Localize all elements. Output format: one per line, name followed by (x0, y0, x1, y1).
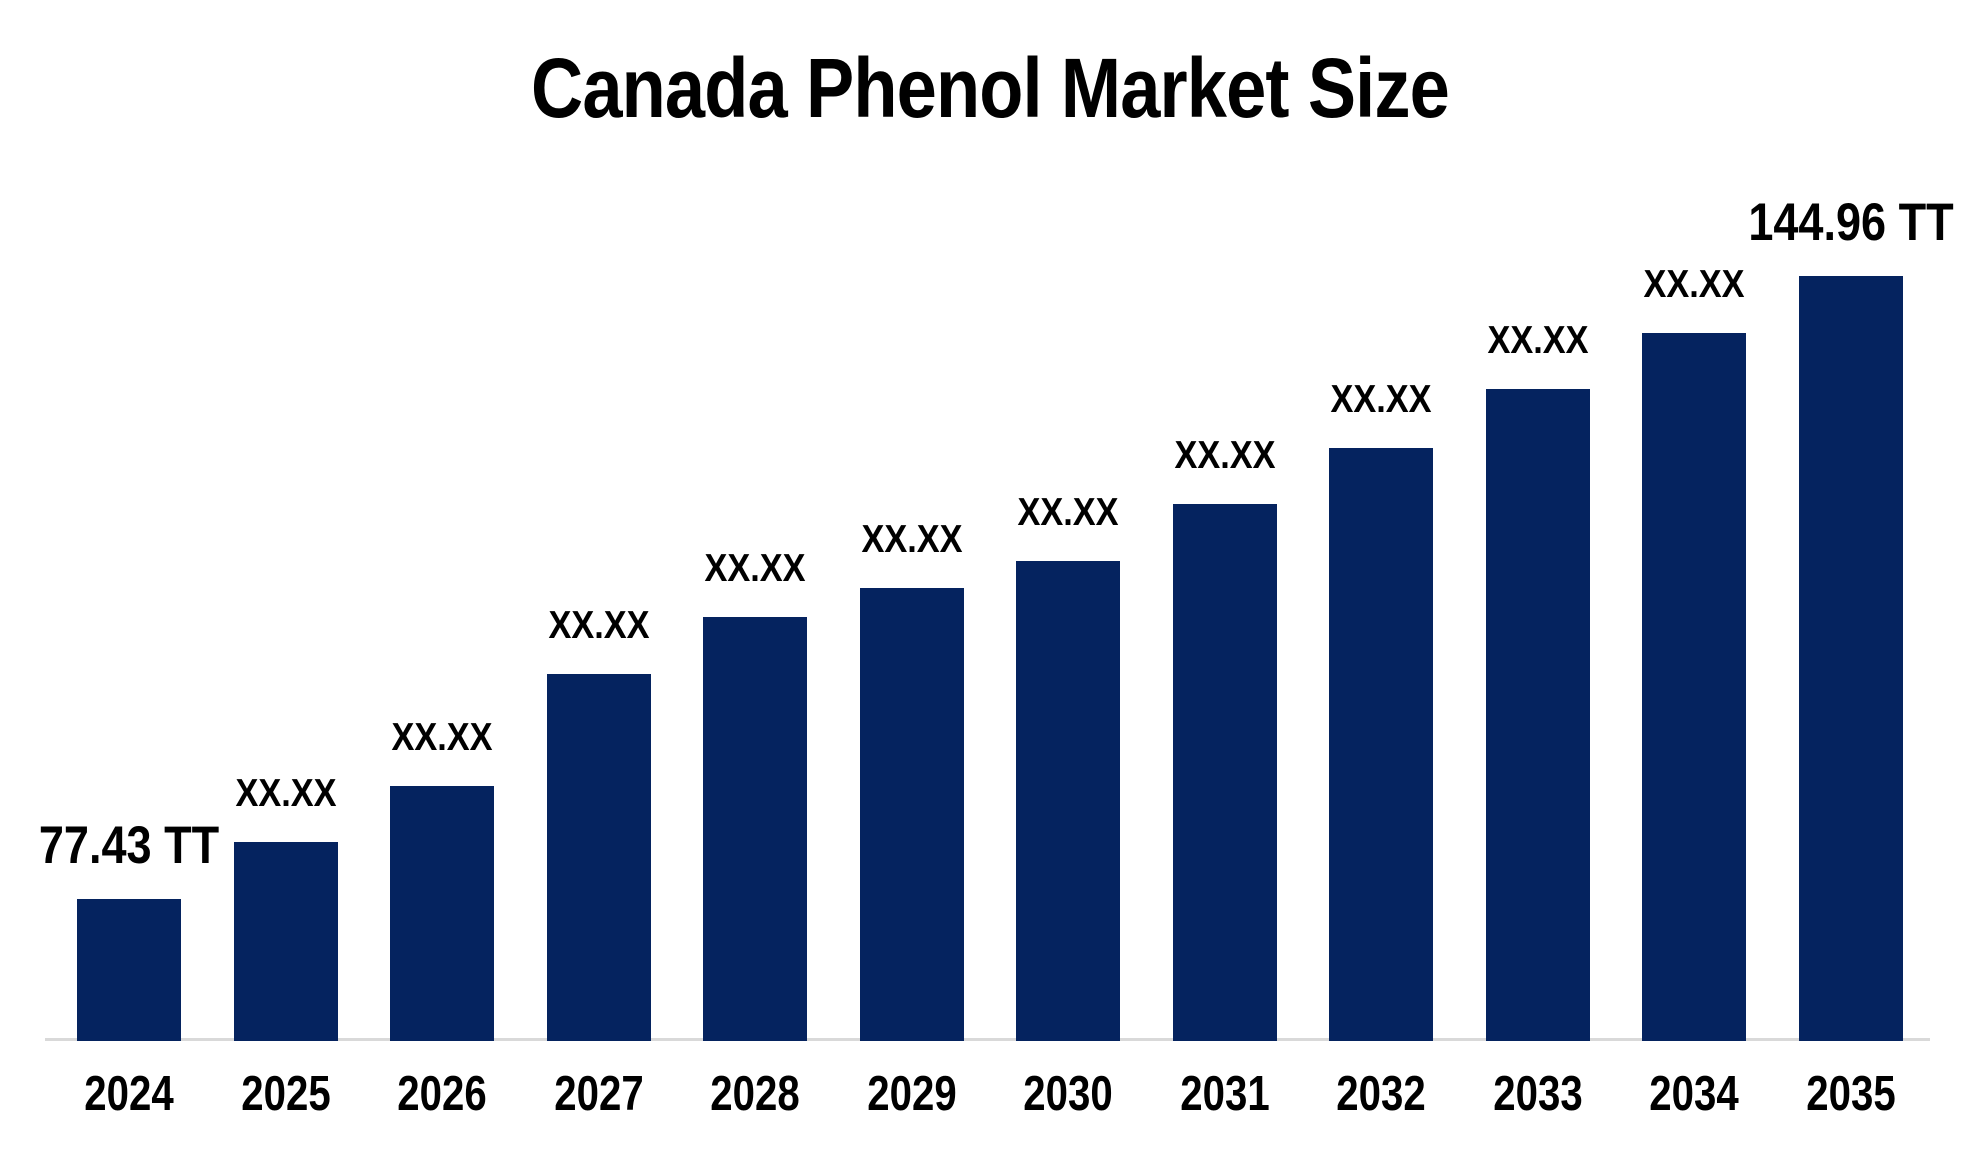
value-label-2026: XX.XX (391, 716, 493, 759)
value-label-2035: 144.96 TT (1747, 193, 1954, 252)
bar-2025 (233, 842, 338, 1041)
x-tick-2024: 2024 (84, 1067, 174, 1121)
x-tick-2034: 2034 (1649, 1067, 1739, 1121)
x-tick-2032: 2032 (1336, 1067, 1426, 1121)
value-label-2031: XX.XX (1173, 434, 1276, 477)
bar-2035 (1798, 276, 1903, 1041)
bar-2027 (546, 674, 651, 1041)
x-tick-2027: 2027 (553, 1067, 644, 1121)
chart-title: Canada Phenol Market Size (531, 41, 1450, 135)
bar-2033 (1485, 389, 1590, 1041)
bar-2029 (859, 588, 964, 1041)
value-label-2032: XX.XX (1330, 378, 1432, 421)
x-tick-2026: 2026 (397, 1067, 487, 1121)
value-label-2033: XX.XX (1486, 319, 1589, 362)
value-label-2025: XX.XX (234, 772, 337, 815)
value-label-2030: XX.XX (1017, 491, 1119, 534)
bar-2026 (390, 786, 494, 1041)
x-tick-2030: 2030 (1023, 1067, 1113, 1121)
value-label-2028: XX.XX (704, 547, 806, 590)
value-label-2034: XX.XX (1643, 263, 1745, 306)
value-label-2029: XX.XX (860, 518, 963, 561)
bar-2034 (1642, 333, 1746, 1041)
bar-2031 (1172, 504, 1277, 1041)
value-label-2024: 77.43 TT (38, 816, 220, 875)
x-tick-2029: 2029 (866, 1067, 957, 1121)
bar-2024 (77, 899, 181, 1041)
x-tick-2025: 2025 (240, 1067, 331, 1121)
bar-chart-plot: 77.43 TT XX.XX XX.XX XX.XX XX.XX XX.XX XX.XX XX… (38, 193, 1954, 1041)
bar-2032 (1329, 448, 1433, 1041)
x-tick-2035: 2035 (1805, 1067, 1896, 1121)
x-tick-2028: 2028 (710, 1067, 800, 1121)
x-tick-2033: 2033 (1492, 1067, 1583, 1121)
bar-2030 (1016, 561, 1120, 1041)
x-tick-2031: 2031 (1179, 1067, 1270, 1121)
x-axis-line (45, 1038, 1930, 1041)
bar-2028 (703, 617, 807, 1041)
value-label-2027: XX.XX (547, 604, 650, 647)
